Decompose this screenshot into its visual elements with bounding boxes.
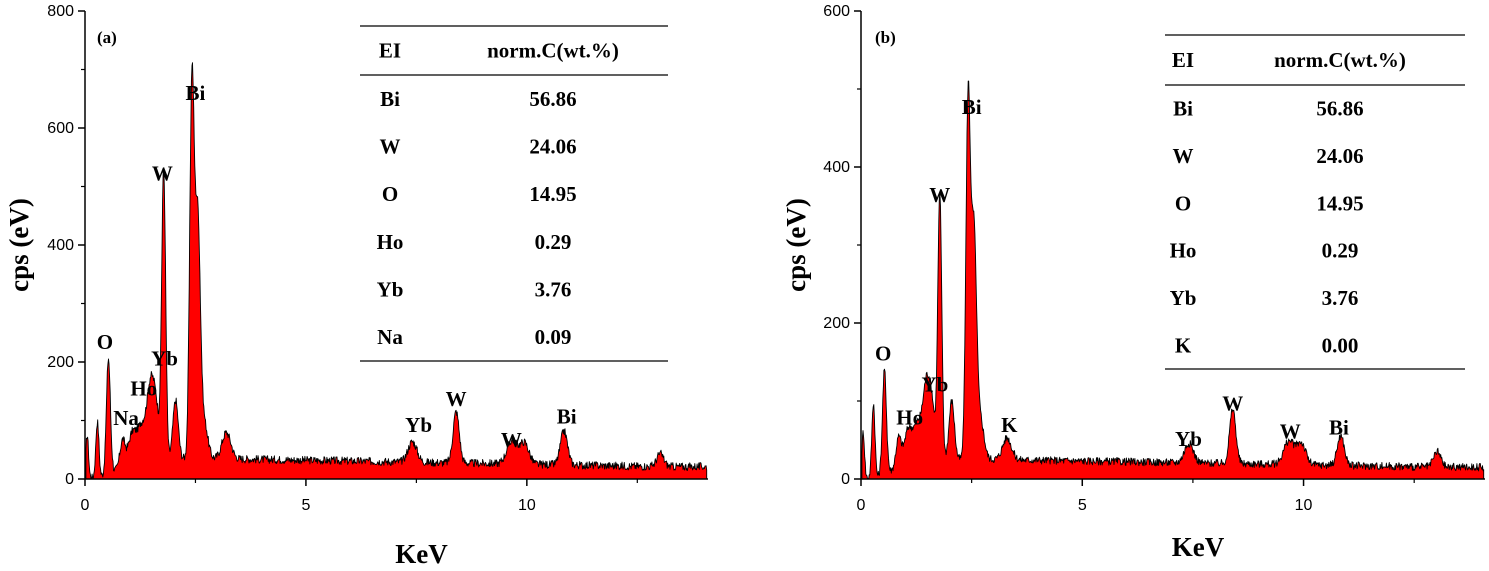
table-cell-value: 0.09 [535, 325, 572, 349]
table-cell-element: O [1175, 191, 1191, 215]
table-cell-element: Yb [377, 278, 404, 302]
y-axis-title: cps (eV) [781, 198, 811, 292]
table-cell-element: Na [377, 325, 403, 349]
peak-label: Yb [151, 347, 178, 371]
peak-label: Bi [557, 404, 577, 428]
peak-label: W [929, 183, 950, 207]
peak-label: Bi [1329, 416, 1349, 440]
y-tick-label: 0 [65, 471, 74, 488]
table-cell-element: Ho [377, 230, 404, 254]
table-cell-value: 14.95 [529, 182, 576, 206]
y-tick-label: 800 [47, 3, 74, 20]
panel-label: (a) [97, 28, 117, 47]
table-cell-element: O [382, 182, 398, 206]
peak-label: Na [113, 406, 139, 430]
peak-label: Yb [405, 413, 432, 437]
peak-label: Bi [186, 81, 206, 105]
y-tick-label: 400 [47, 237, 74, 254]
peak-label: Ho [130, 376, 157, 400]
x-tick-label: 10 [518, 497, 536, 514]
y-axis-title: cps (eV) [4, 198, 34, 292]
peak-label: K [1001, 413, 1018, 437]
x-tick-label: 10 [1295, 497, 1313, 514]
peak-label: W [1222, 391, 1243, 415]
x-tick-label: 0 [81, 497, 90, 514]
panel-label: (b) [875, 28, 896, 47]
peak-label: Yb [921, 373, 948, 397]
peak-label: O [875, 341, 891, 365]
table-cell-value: 3.76 [1322, 286, 1359, 310]
spectrum-series [85, 62, 708, 480]
peak-label: W [446, 387, 467, 411]
peak-label: W [1280, 419, 1301, 443]
x-tick-label: 5 [301, 497, 310, 514]
table-cell-element: Bi [380, 87, 400, 111]
table-header-concentration: norm.C(wt.%) [487, 39, 619, 63]
table-cell-value: 24.06 [529, 135, 576, 159]
peak-label: W [152, 162, 173, 186]
eds-panel-b: 0 5 10 0 200 400 600 KeV cps (eV) (b) O Ho Yb W Bi K Yb W… [781, 3, 1485, 562]
table-header-element: EI [379, 39, 401, 63]
spectrum-series [861, 80, 1485, 480]
table-cell-value: 56.86 [1316, 97, 1363, 121]
y-tick-label: 600 [47, 120, 74, 137]
table-cell-element: Ho [1170, 239, 1197, 263]
x-axis-title: KeV [395, 539, 448, 569]
peak-label: Yb [1175, 427, 1202, 451]
table-cell-value: 0.29 [1322, 239, 1359, 263]
table-cell-value: 0.00 [1322, 333, 1359, 357]
peak-label: Bi [962, 95, 982, 119]
table-cell-element: W [380, 135, 401, 159]
table-cell-element: Yb [1170, 286, 1197, 310]
table-cell-value: 14.95 [1316, 191, 1363, 215]
peak-label: W [501, 428, 522, 452]
table-cell-value: 3.76 [535, 278, 572, 302]
y-tick-label: 200 [47, 354, 74, 371]
peak-label: O [97, 330, 113, 354]
table-cell-value: 56.86 [529, 87, 576, 111]
x-tick-label: 5 [1078, 497, 1087, 514]
peak-label: Ho [896, 405, 923, 429]
x-axis-title: KeV [1172, 532, 1225, 562]
table-cell-value: 24.06 [1316, 144, 1363, 168]
table-cell-element: W [1173, 144, 1194, 168]
x-tick-label: 0 [857, 497, 866, 514]
table-cell-element: K [1175, 333, 1192, 357]
table-cell-element: Bi [1173, 97, 1193, 121]
table-header-concentration: norm.C(wt.%) [1274, 48, 1406, 72]
y-tick-label: 0 [841, 471, 850, 488]
table-cell-value: 0.29 [535, 230, 572, 254]
y-tick-label: 200 [823, 315, 850, 332]
y-tick-label: 400 [823, 159, 850, 176]
y-tick-label: 600 [823, 3, 850, 20]
table-header-element: EI [1172, 48, 1194, 72]
